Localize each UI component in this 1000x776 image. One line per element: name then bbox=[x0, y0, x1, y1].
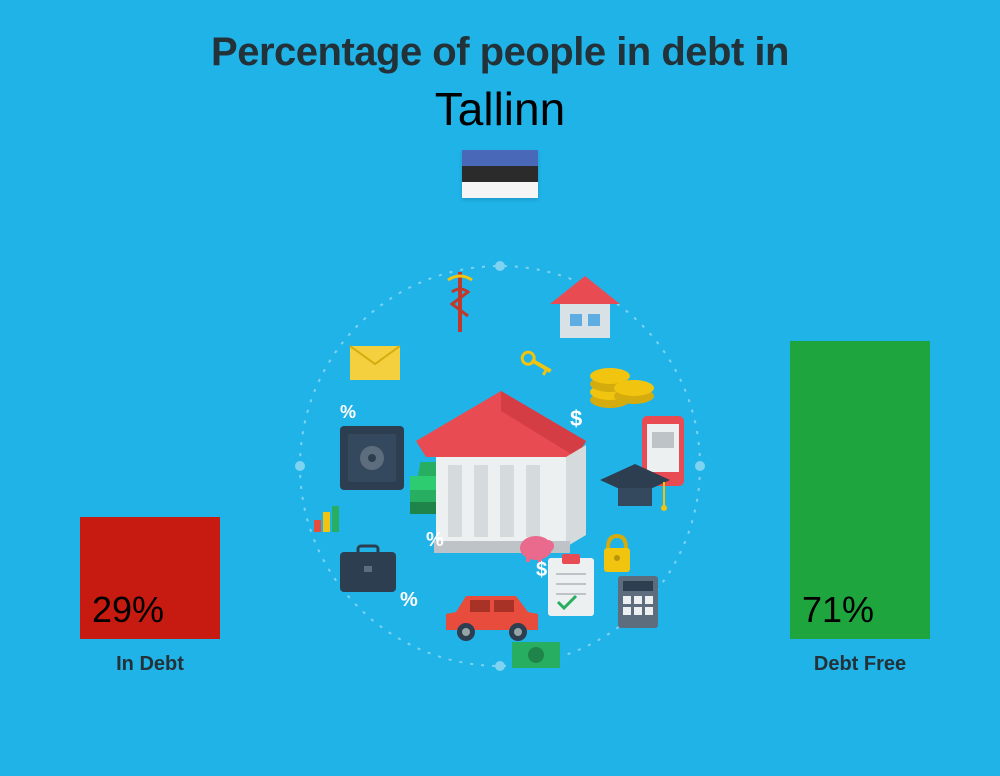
calculator-icon bbox=[618, 576, 658, 628]
svg-text:$: $ bbox=[570, 406, 582, 431]
caduceus-icon bbox=[448, 272, 472, 332]
safe-icon bbox=[340, 426, 404, 490]
city-name: Tallinn bbox=[0, 82, 1000, 136]
clipboard-icon bbox=[548, 554, 594, 616]
briefcase-icon bbox=[340, 546, 396, 592]
flag-stripe-top bbox=[462, 150, 538, 166]
coins-icon bbox=[590, 368, 654, 408]
bar-value-in-debt: 29% bbox=[92, 589, 164, 631]
minichart-icon bbox=[314, 506, 339, 532]
envelope-icon bbox=[350, 346, 400, 380]
infographic-canvas: Percentage of people in debt in Tallinn bbox=[0, 0, 1000, 776]
page-title: Percentage of people in debt in bbox=[0, 30, 1000, 75]
flag-stripe-bot bbox=[462, 182, 538, 198]
flag-stripe-mid bbox=[462, 166, 538, 182]
car-icon bbox=[446, 596, 538, 641]
finance-illustration: % % % $ $ bbox=[280, 246, 720, 686]
bar-label-in-debt: In Debt bbox=[80, 653, 220, 676]
house-icon bbox=[550, 276, 620, 338]
svg-text:%: % bbox=[340, 402, 356, 422]
svg-text:%: % bbox=[426, 529, 444, 551]
bar-label-debt-free: Debt Free bbox=[790, 653, 930, 676]
bar-rect-debt-free: 71% bbox=[790, 341, 930, 639]
key-icon bbox=[520, 350, 554, 377]
svg-text:$: $ bbox=[536, 559, 547, 581]
padlock-icon bbox=[604, 536, 630, 572]
bar-value-debt-free: 71% bbox=[802, 589, 874, 631]
bar-in-debt: 29% In Debt bbox=[80, 517, 220, 676]
bar-debt-free: 71% Debt Free bbox=[790, 341, 930, 676]
bar-rect-in-debt: 29% bbox=[80, 517, 220, 639]
banknote-icon bbox=[512, 642, 560, 668]
svg-text:%: % bbox=[400, 589, 418, 611]
flag-icon bbox=[462, 150, 538, 198]
